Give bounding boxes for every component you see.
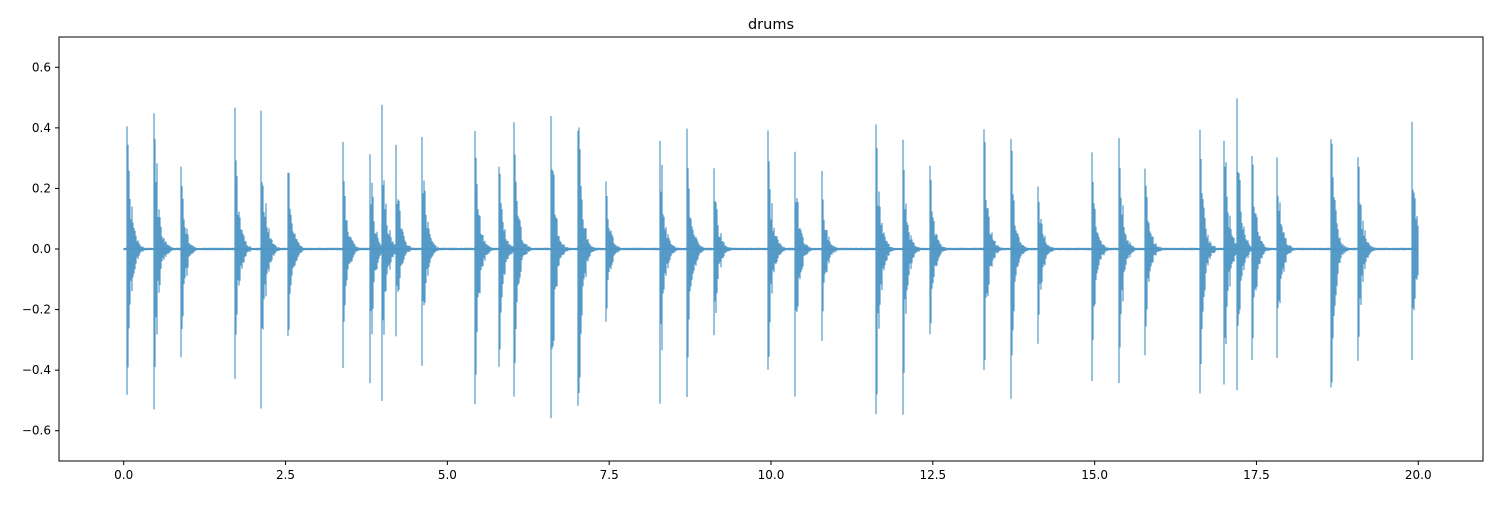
y-tick-label: −0.4 — [22, 363, 51, 377]
y-tick-label: −0.2 — [22, 303, 51, 317]
x-tick-label: 7.5 — [600, 468, 619, 482]
waveform-layer — [123, 98, 1419, 419]
y-tick-label: 0.6 — [32, 60, 51, 74]
x-tick-label: 17.5 — [1243, 468, 1270, 482]
x-tick-label: 2.5 — [276, 468, 295, 482]
x-tick-label: 5.0 — [438, 468, 457, 482]
y-tick-label: 0.0 — [32, 242, 51, 256]
x-tick-label: 0.0 — [114, 468, 133, 482]
chart-title: drums — [748, 17, 794, 33]
y-tick-label: 0.2 — [32, 181, 51, 195]
x-tick-label: 12.5 — [919, 468, 946, 482]
y-tick-label: 0.4 — [32, 121, 51, 135]
y-axis: −0.6 −0.4 −0.2 0.0 0.2 0.4 0.6 — [22, 60, 59, 438]
x-tick-label: 20.0 — [1405, 468, 1432, 482]
x-tick-label: 10.0 — [758, 468, 785, 482]
x-axis: 0.0 2.5 5.0 7.5 10.0 12.5 15.0 17.5 20.0 — [114, 461, 1432, 482]
y-tick-label: −0.6 — [22, 424, 51, 438]
x-tick-label: 15.0 — [1081, 468, 1108, 482]
